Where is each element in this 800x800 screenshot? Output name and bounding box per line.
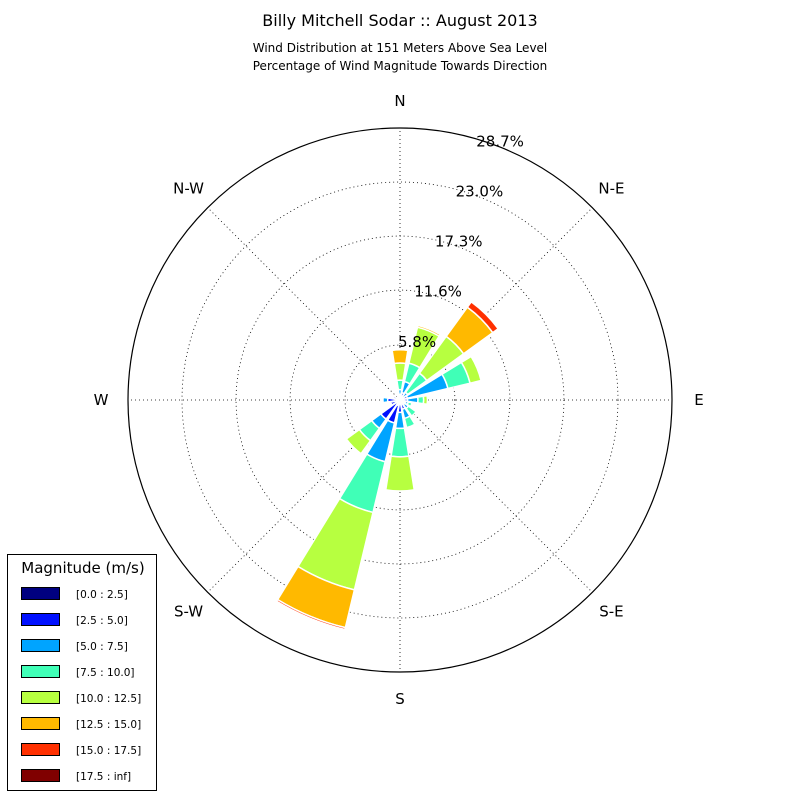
spoke-N-E [399, 207, 593, 401]
legend-label: [5.0 : 7.5] [76, 641, 128, 653]
legend-swatch [21, 587, 60, 600]
bar-sector-9-bin-6 [275, 598, 347, 631]
legend-swatch [21, 769, 60, 782]
legend-label: [2.5 : 5.0] [76, 615, 128, 627]
legend-title: Magnitude (m/s) [21, 559, 145, 577]
direction-label-W: W [94, 391, 109, 409]
direction-label-N-W: N-W [173, 180, 204, 198]
legend: Magnitude (m/s) [0.0 : 2.5] [2.5 : 5.0] [5… [7, 554, 157, 791]
bar-sector-0-bin-4 [393, 362, 407, 382]
legend-label: [10.0 : 12.5] [76, 693, 142, 705]
bar-sector-8-bin-4 [384, 455, 416, 492]
legend-swatch [21, 717, 60, 730]
bar-sector-0-bin-5 [391, 349, 409, 365]
bar-sector-8-bin-3 [390, 427, 410, 458]
radial-tick-label-3: 23.0% [456, 183, 504, 201]
spoke-N-W [207, 207, 401, 401]
legend-swatch [21, 613, 60, 626]
legend-swatch [21, 639, 60, 652]
direction-label-N-E: N-E [598, 180, 624, 198]
legend-label: [17.5 : inf] [76, 771, 132, 783]
chart-subtitle-line-2: Percentage of Wind Magnitude Towards Dir… [252, 59, 548, 73]
bar-sector-15-bin-1 [396, 395, 401, 400]
legend-swatch [21, 691, 60, 704]
direction-label-E: E [694, 391, 703, 409]
bar-sector-4-bin-4 [422, 394, 429, 406]
legend-swatch [21, 665, 60, 678]
direction-label-S-W: S-W [174, 602, 203, 620]
radial-gridline-0 [344, 344, 456, 456]
bar-sector-5-bin-3 [406, 401, 413, 408]
bar-sector-7-bin-3 [403, 415, 416, 429]
spoke-S-W [207, 399, 401, 593]
direction-label-N: N [394, 92, 405, 110]
radial-gridline-1 [289, 289, 511, 511]
bar-sector-10-bin-4 [345, 428, 372, 455]
bar-sector-3-bin-4 [460, 355, 483, 385]
legend-label: [7.5 : 10.0] [76, 667, 135, 679]
legend-label: [15.0 : 17.5] [76, 745, 142, 757]
radial-gridline-3 [181, 181, 619, 619]
legend-swatch [21, 743, 60, 756]
radial-tick-label-2: 17.3% [435, 233, 483, 251]
radial-tick-label-1: 11.6% [414, 282, 462, 300]
radial-tick-label-4: 28.7% [476, 133, 524, 151]
bar-sector-12-bin-2 [382, 396, 389, 404]
chart-title: Billy Mitchell Sodar :: August 2013 [262, 11, 538, 30]
bar-sector-1-bin-5 [416, 324, 442, 338]
radial-tick-label-0: 5.8% [398, 333, 436, 351]
bar-sector-2-bin-6 [466, 300, 500, 334]
direction-label-S: S [395, 690, 405, 708]
radial-gridline-2 [235, 235, 565, 565]
chart-subtitle-line-1: Wind Distribution at 151 Meters Above Se… [252, 41, 548, 55]
legend-label: [0.0 : 2.5] [76, 589, 128, 601]
bar-sector-6-bin-3 [405, 405, 418, 418]
direction-label-S-E: S-E [599, 602, 623, 620]
polar-frame [127, 127, 673, 673]
legend-label: [12.5 : 15.0] [76, 719, 142, 731]
spoke-S-E [399, 399, 593, 593]
